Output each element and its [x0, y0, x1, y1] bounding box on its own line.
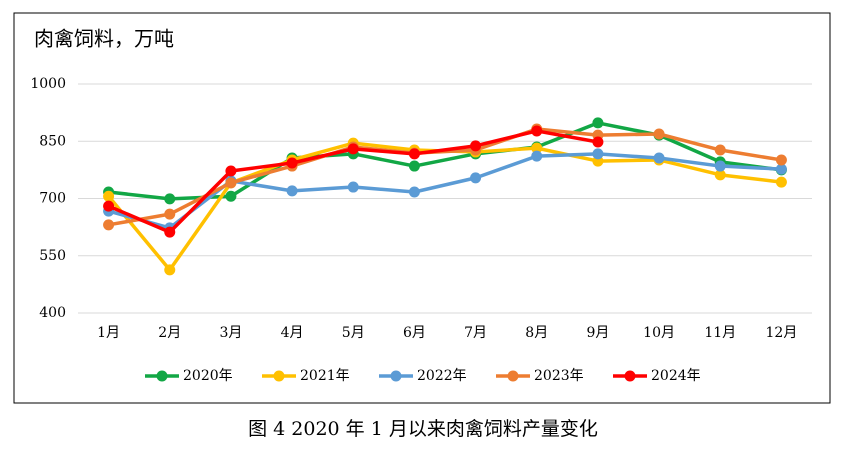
point — [164, 193, 176, 205]
x-tick-label: 4月 — [281, 325, 304, 341]
point — [714, 144, 726, 156]
point — [775, 154, 787, 166]
point — [531, 125, 543, 137]
point — [164, 264, 176, 276]
point — [164, 226, 176, 238]
point — [225, 165, 237, 177]
legend-label: 2023年 — [534, 368, 584, 384]
point — [653, 128, 665, 140]
point — [592, 136, 604, 148]
legend-label: 2022年 — [417, 368, 467, 384]
point — [714, 160, 726, 172]
x-tick-label: 11月 — [704, 325, 736, 341]
point — [103, 219, 115, 231]
point — [103, 200, 115, 212]
point — [592, 148, 604, 160]
legend-marker — [390, 370, 402, 382]
x-tick-label: 12月 — [766, 325, 798, 341]
y-tick-label: 850 — [39, 133, 66, 149]
point — [408, 186, 420, 198]
chart-title: 肉禽饲料，万吨 — [34, 27, 174, 51]
point — [775, 163, 787, 175]
point — [164, 208, 176, 220]
x-tick-label: 1月 — [97, 325, 120, 341]
y-tick-label: 550 — [39, 248, 66, 264]
point — [653, 152, 665, 164]
y-tick-label: 1000 — [30, 76, 66, 92]
point — [470, 172, 482, 184]
point — [531, 142, 543, 154]
point — [470, 140, 482, 152]
x-tick-label: 8月 — [525, 325, 548, 341]
point — [592, 117, 604, 129]
point — [714, 169, 726, 181]
x-tick-label: 6月 — [403, 325, 426, 341]
y-tick-label: 400 — [39, 305, 66, 321]
caption: 图 4 2020 年 1 月以来肉禽饲料产量变化 — [248, 418, 598, 440]
legend-label: 2021年 — [300, 368, 350, 384]
legend-marker — [156, 370, 168, 382]
x-tick-label: 2月 — [158, 325, 181, 341]
point — [408, 160, 420, 172]
x-tick-label: 10月 — [643, 325, 675, 341]
point — [103, 190, 115, 202]
y-tick-label: 700 — [39, 191, 66, 207]
point — [531, 150, 543, 162]
legend-marker — [273, 370, 285, 382]
legend-marker — [507, 370, 519, 382]
x-tick-label: 9月 — [586, 325, 609, 341]
point — [347, 143, 359, 155]
chart-frame — [13, 12, 831, 404]
point — [286, 157, 298, 169]
point — [347, 181, 359, 193]
point — [225, 177, 237, 189]
legend-marker — [624, 370, 636, 382]
legend-label: 2024年 — [651, 368, 701, 384]
x-tick-label: 5月 — [342, 325, 365, 341]
point — [408, 148, 420, 160]
point — [775, 176, 787, 188]
point — [225, 190, 237, 202]
x-tick-label: 7月 — [464, 325, 487, 341]
point — [286, 185, 298, 197]
legend-label: 2020年 — [183, 368, 233, 384]
x-tick-label: 3月 — [219, 325, 242, 341]
